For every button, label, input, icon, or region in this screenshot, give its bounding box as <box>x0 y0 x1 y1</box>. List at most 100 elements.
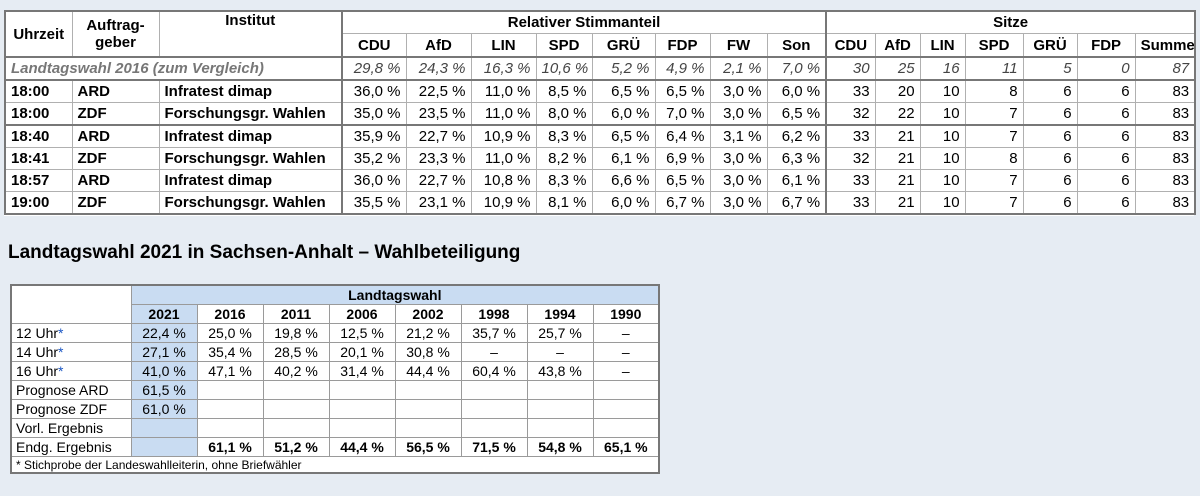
turnout-row-label-text: Prognose ZDF <box>16 401 108 417</box>
forecast-seat: 6 <box>1076 102 1136 126</box>
turnout-row: Vorl. Ergebnis <box>10 418 660 438</box>
forecast-share: 8,3 % <box>535 124 593 148</box>
forecast-share: 8,2 % <box>535 147 593 170</box>
comparison-share: 29,8 % <box>341 56 407 81</box>
year-header-1990: 1990 <box>592 304 660 324</box>
forecast-seat: 22 <box>874 102 921 126</box>
forecast-share: 22,7 % <box>405 169 472 192</box>
comparison-label: Landtagswahl 2016 (zum Vergleich) <box>4 56 343 81</box>
forecast-share: 11,0 % <box>470 147 537 170</box>
forecast-auftraggeber: ZDF <box>71 191 160 215</box>
turnout-row-label: Endg. Ergebnis <box>10 437 132 457</box>
turnout-row: 16 Uhr* 41,0 % 47,1 % 40,2 % 31,4 % 44,4 % 60,… <box>10 361 660 381</box>
forecast-seat: 7 <box>964 191 1024 215</box>
forecast-row: 18:41 ZDF Forschungsgr. Wahlen 35,2 % 23,3 %… <box>4 147 1197 170</box>
forecast-time: 18:41 <box>4 147 73 170</box>
comparison-share: 7,0 % <box>766 56 827 81</box>
forecast-share: 8,5 % <box>535 79 593 103</box>
forecast-seat: 7 <box>964 102 1024 126</box>
turnout-value: 25,7 % <box>526 323 594 343</box>
forecast-share: 6,0 % <box>591 191 656 215</box>
forecast-institut: Forschungsgr. Wahlen <box>158 147 343 170</box>
forecast-seat: 10 <box>919 102 966 126</box>
comparison-seat: 0 <box>1076 56 1136 81</box>
forecast-share: 3,1 % <box>709 124 768 148</box>
forecast-seat: 6 <box>1076 169 1136 192</box>
turnout-row: Prognose ZDF 61,0 % <box>10 399 660 419</box>
forecast-row: 18:40 ARD Infratest dimap 35,9 % 22,7 % 10,9 … <box>4 124 1197 148</box>
turnout-value: 12,5 % <box>328 323 396 343</box>
footnote-asterisk: * <box>58 325 64 341</box>
forecast-seat: 21 <box>874 147 921 170</box>
forecast-share: 8,3 % <box>535 169 593 192</box>
forecast-share: 10,9 % <box>470 124 537 148</box>
turnout-row: Endg. Ergebnis 61,1 % 51,2 % 44,4 % 56,5 % 71… <box>10 437 660 457</box>
forecast-table: Uhrzeit Auftrag- geber Institut Relative… <box>4 10 1197 215</box>
turnout-row-label-text: Endg. Ergebnis <box>16 439 112 455</box>
forecast-share: 6,7 % <box>654 191 711 215</box>
turnout-value <box>592 380 660 400</box>
turnout-value: 51,2 % <box>262 437 330 457</box>
forecast-row: 18:00 ARD Infratest dimap 36,0 % 22,5 % 11,0 … <box>4 79 1197 103</box>
comparison-share: 24,3 % <box>405 56 472 81</box>
forecast-institut: Infratest dimap <box>158 124 343 148</box>
forecast-seat: 7 <box>964 169 1024 192</box>
turnout-corner <box>10 284 132 324</box>
comparison-share: 16,3 % <box>470 56 537 81</box>
forecast-share: 22,5 % <box>405 79 472 103</box>
forecast-share: 36,0 % <box>341 79 407 103</box>
turnout-value <box>196 399 264 419</box>
year-header-2021: 2021 <box>130 304 198 324</box>
turnout-value <box>592 399 660 419</box>
forecast-share: 22,7 % <box>405 124 472 148</box>
turnout-value: 61,0 % <box>130 399 198 419</box>
forecast-share: 23,3 % <box>405 147 472 170</box>
forecast-seat: 21 <box>874 191 921 215</box>
header-institut: Institut <box>158 10 343 58</box>
forecast-seat: 7 <box>964 124 1024 148</box>
comparison-share: 2,1 % <box>709 56 768 81</box>
forecast-institut: Infratest dimap <box>158 79 343 103</box>
header-share-7: Son <box>766 33 827 58</box>
forecast-share: 11,0 % <box>470 79 537 103</box>
forecast-seat: 6 <box>1076 147 1136 170</box>
comparison-share: 4,9 % <box>654 56 711 81</box>
turnout-row-label-text: Vorl. Ergebnis <box>16 420 104 436</box>
forecast-share: 35,0 % <box>341 102 407 126</box>
turnout-value: 22,4 % <box>130 323 198 343</box>
turnout-value: 61,1 % <box>196 437 264 457</box>
forecast-share: 35,9 % <box>341 124 407 148</box>
forecast-seat: 6 <box>1022 191 1078 215</box>
forecast-share: 3,0 % <box>709 147 768 170</box>
forecast-share: 23,1 % <box>405 191 472 215</box>
turnout-value: 30,8 % <box>394 342 462 362</box>
forecast-share: 6,1 % <box>766 169 827 192</box>
header-uhrzeit: Uhrzeit <box>4 10 73 58</box>
turnout-value: 31,4 % <box>328 361 396 381</box>
forecast-share: 3,0 % <box>709 79 768 103</box>
header-auftraggeber-line2: geber <box>95 34 136 51</box>
turnout-value: 56,5 % <box>394 437 462 457</box>
turnout-value: 54,8 % <box>526 437 594 457</box>
turnout-value: 35,7 % <box>460 323 528 343</box>
header-share-4: GRÜ <box>591 33 656 58</box>
turnout-value <box>394 399 462 419</box>
forecast-seat: 6 <box>1022 147 1078 170</box>
forecast-seat: 6 <box>1076 124 1136 148</box>
year-header-2002: 2002 <box>394 304 462 324</box>
forecast-time: 19:00 <box>4 191 73 215</box>
turnout-value <box>262 418 330 438</box>
turnout-row-label-text: Prognose ARD <box>16 382 109 398</box>
forecast-auftraggeber: ARD <box>71 169 160 192</box>
header-share-6: FW <box>709 33 768 58</box>
turnout-value: 44,4 % <box>394 361 462 381</box>
forecast-seat: 10 <box>919 147 966 170</box>
forecast-seat: 20 <box>874 79 921 103</box>
forecast-share: 7,0 % <box>654 102 711 126</box>
turnout-value <box>262 380 330 400</box>
forecast-share: 3,0 % <box>709 169 768 192</box>
forecast-share: 6,5 % <box>654 79 711 103</box>
turnout-value: 19,8 % <box>262 323 330 343</box>
turnout-row-label: Prognose ARD <box>10 380 132 400</box>
forecast-seat: 6 <box>1076 191 1136 215</box>
